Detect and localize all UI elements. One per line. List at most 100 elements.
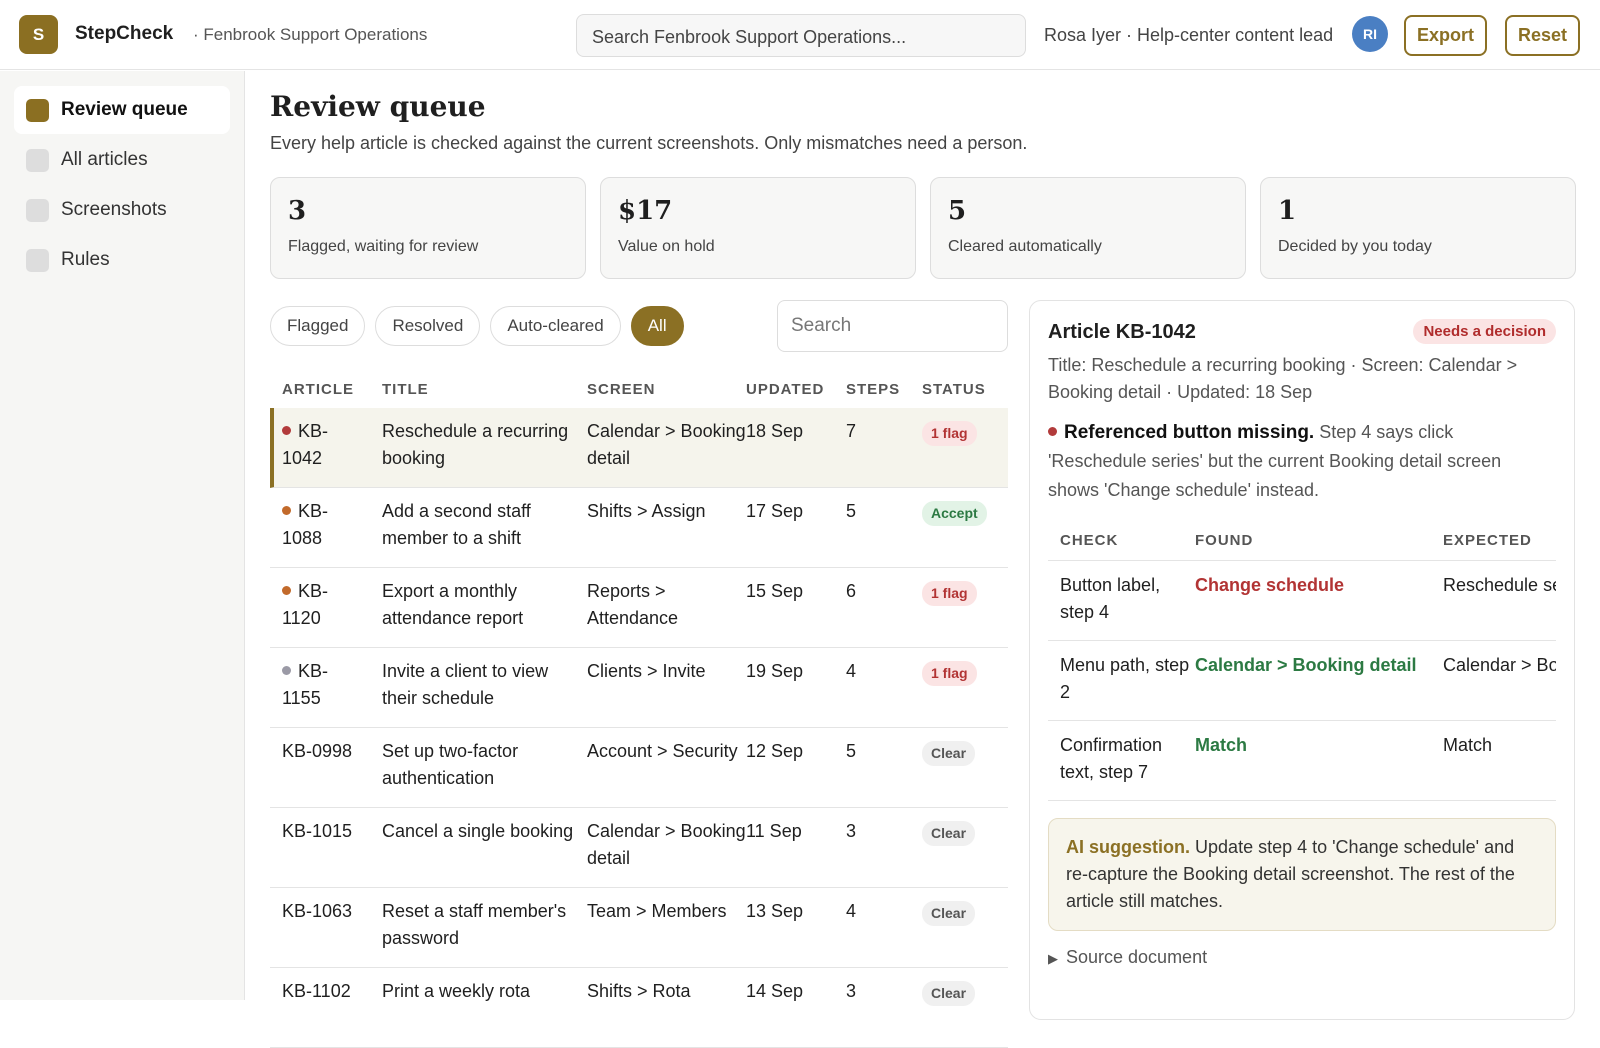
filter-pill[interactable]: All bbox=[630, 306, 684, 346]
avatar[interactable]: RI bbox=[1352, 16, 1388, 52]
nav-icon bbox=[26, 98, 49, 122]
step-count: 3 bbox=[846, 821, 857, 841]
column-header: EXPECTED bbox=[1443, 532, 1532, 549]
article-title: Export a monthly attendance report bbox=[382, 581, 524, 628]
updated-date: 14 Sep bbox=[746, 981, 804, 1001]
check-found: Match bbox=[1195, 735, 1248, 755]
top-bar: S StepCheck · Fenbrook Support Operation… bbox=[0, 0, 1600, 70]
nav-item[interactable]: Rules bbox=[14, 236, 230, 284]
step-count: 4 bbox=[846, 661, 857, 681]
article-cell: KB-1120 bbox=[282, 578, 382, 647]
stat-label: Flagged, waiting for review bbox=[288, 238, 479, 255]
article-id-wrap: KB-1063 bbox=[282, 898, 360, 925]
stat-value: 5 bbox=[948, 196, 967, 226]
screen-path: Clients > Invite bbox=[587, 661, 706, 681]
table-row[interactable]: KB-0998 Set up two-factor authentication A… bbox=[270, 728, 1008, 808]
page-title: Review queue bbox=[270, 90, 486, 123]
check-found: Calendar > Booking detail bbox=[1195, 655, 1417, 675]
table-row[interactable]: KB-1063 Reset a staff member's password Te… bbox=[270, 888, 1008, 968]
stat-label: Cleared automatically bbox=[948, 238, 1102, 255]
checks-header: CHECK FOUND EXPECTED bbox=[1048, 521, 1556, 561]
column-header: ARTICLE bbox=[282, 380, 354, 398]
article-cell: KB-1155 bbox=[282, 658, 382, 727]
check-expected: Calendar > Booking detail bbox=[1443, 655, 1556, 675]
screen-path: Reports > Attendance bbox=[587, 581, 679, 628]
article-title: Add a second staff member to a shift bbox=[382, 501, 531, 548]
header-button[interactable]: Reset bbox=[1505, 15, 1581, 56]
article-title: Set up two-factor authentication bbox=[382, 741, 519, 788]
check-name: Menu path, step 2 bbox=[1060, 655, 1190, 702]
updated-date: 18 Sep bbox=[746, 421, 804, 441]
article-id: KB-1042 bbox=[282, 421, 329, 468]
status-dot bbox=[282, 666, 291, 675]
screen-path: Team > Members bbox=[587, 901, 727, 921]
header-button[interactable]: Export bbox=[1404, 15, 1488, 56]
check-expected: Match bbox=[1443, 735, 1493, 755]
nav-label: Review queue bbox=[61, 99, 188, 120]
table-search[interactable]: Search bbox=[777, 300, 1008, 352]
updated-date: 17 Sep bbox=[746, 501, 804, 521]
step-count: 4 bbox=[846, 901, 857, 921]
stats: 3 Flagged, waiting for review $17 Value on … bbox=[270, 177, 1576, 279]
ai-text: Update step 4 to 'Change schedule' and r… bbox=[1066, 837, 1515, 911]
source-label: Source document bbox=[1066, 947, 1208, 967]
nav-item[interactable]: Review queue bbox=[14, 86, 230, 134]
sidebar: Review queue All articles Screenshots Rules bbox=[0, 71, 245, 1000]
nav-label: All articles bbox=[61, 149, 148, 170]
table-row[interactable]: KB-1088 Add a second staff member to a sh… bbox=[270, 488, 1008, 568]
ai-suggestion: AI suggestion. Update step 4 to 'Change … bbox=[1048, 818, 1556, 931]
article-cell: KB-1015 bbox=[282, 818, 382, 887]
column-header: TITLE bbox=[382, 380, 429, 398]
table-row[interactable]: KB-1042 Reschedule a recurring booking Cal… bbox=[270, 408, 1008, 488]
stat-value: 3 bbox=[288, 196, 307, 226]
detail-title: Article KB-1042 bbox=[1048, 321, 1196, 343]
page-subtitle: Every help article is checked against th… bbox=[270, 133, 1028, 153]
article-id-wrap: KB-0998 bbox=[282, 738, 360, 765]
article-id: KB-1015 bbox=[282, 821, 353, 841]
issue-title: Referenced button missing. bbox=[1064, 422, 1315, 443]
logo: S bbox=[19, 15, 58, 54]
article-id: KB-1088 bbox=[282, 501, 329, 548]
table-row[interactable]: KB-1155 Invite a client to view their sch… bbox=[270, 648, 1008, 728]
stat-card: 5 Cleared automatically bbox=[930, 177, 1246, 279]
article-cell: KB-1063 bbox=[282, 898, 382, 967]
article-id: KB-0998 bbox=[282, 741, 353, 761]
status-cell: Accept bbox=[922, 498, 1020, 567]
filter-pill[interactable]: Flagged bbox=[270, 306, 366, 346]
step-count: 6 bbox=[846, 581, 857, 601]
status-tag: 1 flag bbox=[922, 661, 977, 686]
nav-label: Screenshots bbox=[61, 199, 167, 220]
screen-path: Shifts > Assign bbox=[587, 501, 706, 521]
column-header: UPDATED bbox=[746, 380, 825, 398]
nav-icon bbox=[26, 248, 49, 272]
filters: Flagged Resolved Auto-cleared All bbox=[270, 306, 684, 346]
check-found: Change schedule bbox=[1195, 575, 1345, 595]
filter-pill[interactable]: Auto-cleared bbox=[490, 306, 621, 346]
nav-item[interactable]: All articles bbox=[14, 136, 230, 184]
table-row[interactable]: KB-1102 Print a weekly rota Shifts > Rota 1… bbox=[270, 968, 1008, 1048]
nav-label: Rules bbox=[61, 249, 110, 270]
article-cell: KB-1042 bbox=[282, 418, 382, 487]
article-title: Cancel a single booking bbox=[382, 821, 574, 841]
check-row: Button label, step 4 Change schedule Resch… bbox=[1048, 561, 1556, 641]
source-toggle[interactable]: ▶ Source document bbox=[1048, 947, 1208, 967]
detail-meta: Title: Reschedule a recurring booking · … bbox=[1048, 355, 1518, 402]
step-count: 5 bbox=[846, 501, 857, 521]
stat-value: $17 bbox=[618, 196, 673, 226]
table-row[interactable]: KB-1015 Cancel a single booking Calendar >… bbox=[270, 808, 1008, 888]
article-cell: KB-0998 bbox=[282, 738, 382, 807]
column-header: CHECK bbox=[1060, 532, 1119, 549]
status-dot bbox=[282, 506, 291, 515]
check-row: Menu path, step 2 Calendar > Booking deta… bbox=[1048, 641, 1556, 721]
article-id-wrap: KB-1120 bbox=[282, 578, 360, 632]
ai-label: AI suggestion. bbox=[1066, 837, 1191, 857]
stat-card: 1 Decided by you today bbox=[1260, 177, 1576, 279]
filter-pill[interactable]: Resolved bbox=[375, 306, 481, 346]
nav-item[interactable]: Screenshots bbox=[14, 186, 230, 234]
article-id: KB-1120 bbox=[282, 581, 329, 628]
stat-label: Value on hold bbox=[618, 238, 715, 255]
global-search[interactable]: Search Fenbrook Support Operations... bbox=[576, 14, 1026, 57]
table-row[interactable]: KB-1120 Export a monthly attendance repor… bbox=[270, 568, 1008, 648]
